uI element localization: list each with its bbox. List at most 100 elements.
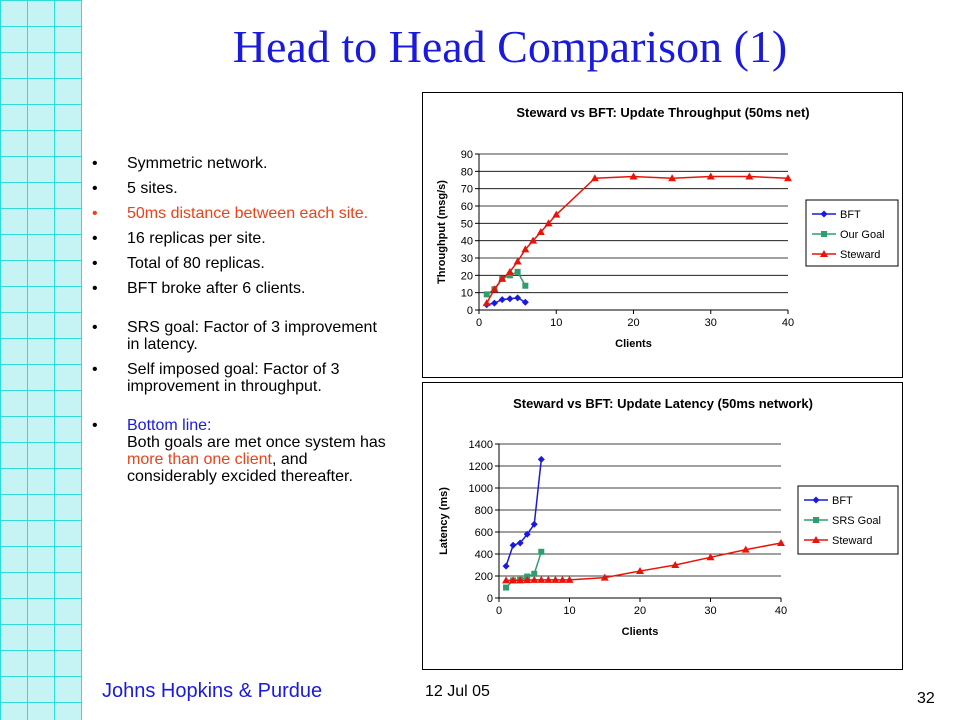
- footer-institution: Johns Hopkins & Purdue: [102, 680, 323, 702]
- legend-label: Our Goal: [840, 229, 885, 241]
- bullet-list: Symmetric network. 5 sites. 50ms distanc…: [92, 155, 392, 493]
- y-tick-label: 90: [461, 149, 473, 161]
- grid-background: [0, 0, 82, 720]
- data-point: [509, 541, 517, 549]
- x-tick-label: 20: [627, 317, 639, 329]
- chart-title: Steward vs BFT: Update Latency (50ms net…: [513, 396, 813, 411]
- y-axis-label: Throughput (msg/s): [436, 180, 448, 284]
- x-tick-label: 0: [496, 605, 502, 617]
- data-point: [558, 575, 567, 583]
- data-point: [538, 548, 545, 555]
- bullet-item: Total of 80 replicas.: [92, 255, 392, 272]
- legend-label: BFT: [832, 495, 853, 507]
- bottom-line-highlight: more than one client: [127, 451, 272, 468]
- footer-date: 12 Jul 05: [425, 683, 490, 700]
- y-axis-label: Latency (ms): [438, 487, 450, 555]
- data-point: [544, 575, 553, 583]
- series-line: [505, 459, 543, 567]
- data-point: [514, 294, 522, 302]
- legend-label: Steward: [832, 535, 872, 547]
- y-tick-label: 50: [461, 218, 473, 230]
- x-tick-label: 40: [775, 605, 787, 617]
- x-tick-label: 30: [704, 605, 716, 617]
- y-tick-label: 800: [475, 505, 493, 517]
- data-point: [671, 561, 680, 568]
- y-tick-label: 0: [487, 593, 493, 605]
- x-tick-label: 10: [563, 605, 575, 617]
- data-point: [529, 236, 538, 244]
- x-tick-label: 30: [705, 317, 717, 329]
- bullet-item: 50ms distance between each site.: [92, 205, 392, 222]
- data-point: [812, 536, 820, 543]
- data-point: [784, 174, 792, 182]
- bullet-item: BFT broke after 6 clients.: [92, 280, 392, 297]
- latency-chart-svg: Steward vs BFT: Update Latency (50ms net…: [438, 396, 899, 638]
- legend-label: BFT: [840, 209, 861, 221]
- data-point: [629, 172, 638, 180]
- y-tick-label: 1200: [469, 461, 493, 473]
- data-point: [514, 268, 521, 275]
- data-point: [506, 295, 514, 303]
- series-line: [486, 175, 789, 304]
- bullet-item: Symmetric network.: [92, 155, 392, 172]
- x-axis-label: Clients: [615, 338, 652, 350]
- data-point: [668, 174, 677, 182]
- data-point: [482, 299, 491, 307]
- data-point: [505, 267, 514, 275]
- data-point: [502, 576, 511, 584]
- x-tick-label: 10: [550, 317, 562, 329]
- data-point: [812, 496, 820, 504]
- data-point: [498, 274, 507, 282]
- x-axis-label: Clients: [622, 626, 659, 638]
- data-point: [544, 219, 553, 227]
- y-tick-label: 1000: [469, 483, 493, 495]
- data-point: [706, 172, 715, 180]
- throughput-chart: Steward vs BFT: Update Throughput (50ms …: [422, 92, 903, 378]
- data-point: [483, 291, 490, 298]
- bullet-item-bottom-line: Bottom line: Both goals are met once sys…: [92, 417, 392, 485]
- bottom-line-label: Bottom line:: [127, 417, 212, 434]
- slide-title: Head to Head Comparison (1): [232, 21, 788, 72]
- data-point: [820, 210, 828, 218]
- legend-label: Steward: [840, 249, 880, 261]
- data-point: [820, 250, 828, 257]
- data-point: [523, 530, 531, 538]
- y-tick-label: 1400: [469, 439, 493, 451]
- y-tick-label: 30: [461, 253, 473, 265]
- data-point: [551, 575, 560, 583]
- bullet-item: 5 sites.: [92, 180, 392, 197]
- data-point: [552, 210, 561, 218]
- data-point: [600, 573, 609, 581]
- data-point: [530, 575, 539, 583]
- data-point: [536, 228, 545, 235]
- data-point: [503, 584, 510, 591]
- data-point: [521, 298, 529, 306]
- y-tick-label: 40: [461, 236, 473, 248]
- y-tick-label: 80: [461, 166, 473, 178]
- y-tick-label: 60: [461, 201, 473, 213]
- chart-title: Steward vs BFT: Update Throughput (50ms …: [516, 105, 809, 120]
- data-point: [741, 545, 750, 553]
- data-point: [745, 172, 754, 180]
- data-point: [706, 553, 715, 561]
- data-point: [490, 285, 499, 293]
- data-point: [516, 539, 524, 547]
- data-point: [513, 257, 522, 265]
- data-point: [523, 576, 532, 584]
- bottom-line-text: Both goals are met once system has: [127, 434, 386, 451]
- data-point: [565, 575, 574, 583]
- y-tick-label: 600: [475, 527, 493, 539]
- bottom-line-text-end: , and considerably excided thereafter.: [127, 451, 353, 485]
- legend-label: SRS Goal: [832, 515, 881, 527]
- y-tick-label: 400: [475, 549, 493, 561]
- bullet-item: SRS goal: Factor of 3 improvement in lat…: [92, 319, 392, 353]
- data-point: [537, 455, 545, 463]
- series-line: [506, 542, 782, 582]
- y-tick-label: 70: [461, 184, 473, 196]
- data-point: [777, 539, 785, 546]
- y-tick-label: 0: [467, 305, 473, 317]
- x-tick-label: 0: [476, 317, 482, 329]
- page-number: 32: [917, 690, 935, 707]
- data-point: [490, 299, 498, 307]
- data-point: [531, 570, 538, 577]
